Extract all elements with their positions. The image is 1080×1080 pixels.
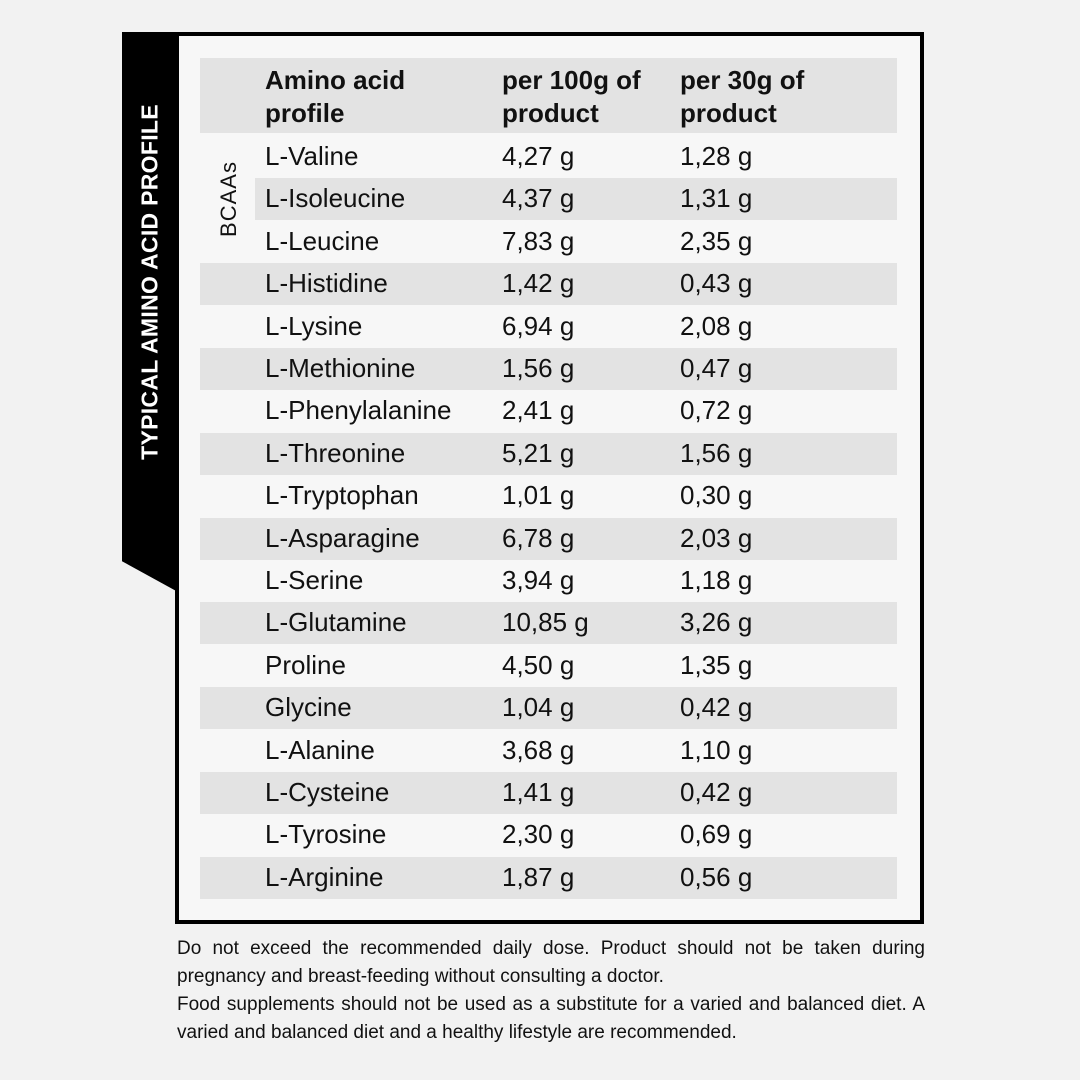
amino-acid-name: L-Cysteine [265, 777, 390, 807]
per-100g-value: 3,68 g [502, 734, 575, 765]
per-100g-value: 1,01 g [502, 480, 575, 511]
per-30g-value: 3,26 g [680, 607, 753, 638]
per-30g-value: 0,56 g [680, 861, 753, 892]
per-30g-value: 0,47 g [680, 353, 753, 383]
per-30g-value: 0,72 g [680, 395, 753, 426]
disclaimer-line-2: Food supplements should not be used as a… [177, 994, 925, 1043]
per-30g-value: 1,31 g [680, 183, 753, 214]
amino-acid-name: L-Serine [265, 565, 364, 595]
per-100g-value: 7,83 g [502, 225, 575, 256]
per-30g-value: 0,69 g [680, 819, 753, 850]
per-100g-value: 1,56 g [502, 353, 575, 383]
footer-disclaimer: Do not exceed the recommended daily dose… [177, 935, 925, 1047]
table-row [200, 263, 897, 306]
per-30g-value: 0,43 g [680, 268, 753, 299]
per-100g-value: 2,30 g [502, 819, 575, 850]
amino-acid-name: L-Valine [265, 141, 359, 171]
per-30g-value: 0,30 g [680, 480, 753, 511]
per-100g-value: 2,41 g [502, 395, 575, 426]
amino-acid-name: L-Phenylalanine [265, 395, 452, 426]
table-header [200, 58, 897, 133]
per-100g-value: 4,27 g [502, 141, 575, 171]
amino-acid-name: L-Asparagine [265, 522, 420, 553]
header-amino-acid: Amino acid profile [265, 65, 406, 128]
amino-acid-name: L-Isoleucine [265, 183, 406, 214]
amino-acid-name: L-Tyrosine [265, 819, 387, 850]
per-100g-value: 10,85 g [502, 607, 589, 638]
per-30g-value: 1,10 g [680, 734, 753, 765]
amino-acid-name: Proline [265, 649, 346, 680]
amino-acid-name: L-Leucine [265, 225, 380, 256]
table-row [200, 772, 897, 814]
header-per-100g: per 100g of product [502, 65, 641, 128]
table-row [200, 432, 897, 475]
per-30g-value: 0,42 g [680, 777, 753, 807]
amino-acid-name: Glycine [265, 692, 352, 723]
banner [122, 32, 178, 592]
per-100g-value: 6,78 g [502, 522, 575, 553]
per-30g-value: 2,08 g [680, 310, 753, 341]
amino-acid-name: L-Threonine [265, 437, 406, 468]
per-100g-value: 1,42 g [502, 268, 575, 299]
amino-acid-name: L-Glutamine [265, 607, 407, 638]
per-30g-value: 1,56 g [680, 437, 753, 468]
bcaa-group-label: BCAAs [216, 161, 241, 237]
table-row [200, 602, 897, 645]
amino-acid-name: L-Methionine [265, 353, 416, 383]
amino-acid-name: L-Tryptophan [265, 480, 419, 511]
table-row [200, 348, 897, 390]
banner-title: TYPICAL AMINO ACID PROFILE [136, 104, 163, 460]
amino-acid-name: L-Lysine [265, 310, 363, 341]
per-30g-value: 1,28 g [680, 141, 753, 171]
per-100g-value: 4,37 g [502, 183, 575, 214]
per-100g-value: 1,41 g [502, 777, 575, 807]
per-100g-value: 3,94 g [502, 565, 575, 595]
table-row [255, 178, 897, 221]
per-100g-value: 1,04 g [502, 692, 575, 723]
per-100g-value: 1,87 g [502, 861, 575, 892]
disclaimer-line-1: Do not exceed the recommended daily dose… [177, 938, 925, 987]
per-100g-value: 6,94 g [502, 310, 575, 341]
per-30g-value: 1,18 g [680, 565, 753, 595]
per-30g-value: 2,03 g [680, 522, 753, 553]
per-30g-value: 1,35 g [680, 649, 753, 680]
amino-acid-name: L-Arginine [265, 861, 384, 892]
header-per-30g: per 30g of product [680, 65, 805, 128]
table-row [200, 687, 897, 730]
amino-acid-name: L-Histidine [265, 268, 388, 299]
per-30g-value: 0,42 g [680, 692, 753, 723]
table-row [200, 517, 897, 560]
per-100g-value: 5,21 g [502, 437, 575, 468]
amino-acid-name: L-Alanine [265, 734, 375, 765]
per-30g-value: 2,35 g [680, 225, 753, 256]
per-100g-value: 4,50 g [502, 649, 575, 680]
table-row [200, 856, 897, 899]
